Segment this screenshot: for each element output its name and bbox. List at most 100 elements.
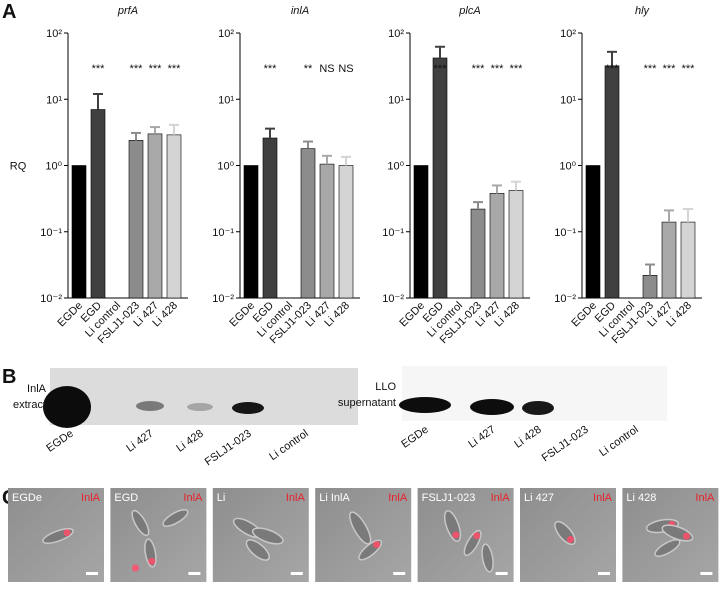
stain-label: InlA bbox=[491, 492, 511, 504]
micrograph: Li InlA InlA bbox=[315, 488, 412, 582]
micrograph: Li 428 InlA bbox=[622, 488, 719, 582]
inla-signal bbox=[373, 541, 381, 549]
bar bbox=[642, 275, 658, 299]
blot-band bbox=[232, 402, 264, 414]
lane-label: FSLJ1-023 bbox=[540, 424, 591, 465]
lane-label: Li 428 bbox=[512, 424, 543, 451]
stain-label: InlA bbox=[593, 492, 613, 504]
scale-bar bbox=[188, 572, 201, 575]
lane-label: Li 427 bbox=[124, 428, 155, 455]
inla-signal bbox=[566, 535, 574, 543]
micrograph: FSLJ1-023 InlA bbox=[417, 488, 514, 582]
scale-bar bbox=[700, 572, 713, 575]
inla-signal bbox=[682, 532, 690, 540]
micrograph-label: EGD bbox=[114, 492, 138, 504]
micrograph-label: Li 427 bbox=[524, 492, 554, 504]
lane-label: EGDe bbox=[44, 428, 75, 455]
y-tick-label: 10⁰ bbox=[217, 161, 234, 173]
blot-background bbox=[50, 368, 358, 425]
inla-signal bbox=[131, 564, 139, 572]
lane-label: EGDe bbox=[399, 424, 430, 451]
scale-bar bbox=[598, 572, 610, 575]
significance-label: *** bbox=[663, 63, 677, 75]
significance-label: NS bbox=[319, 63, 334, 75]
y-tick-label: 10⁰ bbox=[387, 161, 404, 173]
panel-label: B bbox=[2, 366, 16, 388]
lane-label: Li control bbox=[267, 428, 310, 463]
bar bbox=[300, 148, 316, 299]
bar bbox=[604, 65, 620, 299]
y-tick-label: 10² bbox=[46, 28, 62, 40]
micrograph-label: FSLJ1-023 bbox=[422, 492, 476, 504]
significance-label: *** bbox=[149, 63, 163, 75]
blot-band bbox=[43, 386, 91, 428]
cell bbox=[245, 539, 270, 561]
y-tick-label: 10² bbox=[218, 28, 234, 40]
bar bbox=[508, 190, 524, 299]
cell bbox=[131, 509, 150, 537]
micrograph-image bbox=[110, 488, 207, 582]
scale-bar bbox=[86, 572, 98, 575]
y-tick-label: 10⁻² bbox=[212, 293, 234, 305]
micrograph-label: EGDe bbox=[12, 492, 42, 504]
blot-label: extract bbox=[13, 399, 46, 411]
bar bbox=[661, 221, 677, 299]
y-tick-label: 10⁻¹ bbox=[212, 227, 234, 239]
y-tick-label: 10⁰ bbox=[559, 161, 576, 173]
blot-band bbox=[399, 397, 451, 413]
bar bbox=[71, 165, 87, 299]
y-tick-label: 10⁻¹ bbox=[40, 227, 62, 239]
chart-title: plcA bbox=[458, 5, 480, 17]
y-tick-label: 10² bbox=[388, 28, 404, 40]
lane-label: FSLJ1-023 bbox=[203, 428, 254, 469]
micrograph: Li 427 InlA bbox=[520, 488, 616, 582]
significance-label: *** bbox=[264, 63, 278, 75]
cell bbox=[481, 543, 494, 573]
y-tick-label: 10⁰ bbox=[45, 161, 62, 173]
inla-signal bbox=[63, 529, 71, 537]
blot-band bbox=[187, 403, 213, 411]
bar bbox=[470, 208, 486, 299]
bar bbox=[262, 137, 278, 299]
micrograph: Li InlA bbox=[212, 488, 309, 582]
inla-signal bbox=[452, 531, 460, 539]
micrograph-label: Li bbox=[217, 492, 226, 504]
lane-label: Li control bbox=[597, 424, 640, 459]
micrograph-label: Li InlA bbox=[319, 492, 350, 504]
bar bbox=[243, 165, 259, 299]
bar bbox=[338, 165, 354, 299]
bar bbox=[432, 57, 448, 299]
bar bbox=[128, 140, 144, 299]
significance-label: *** bbox=[682, 63, 696, 75]
scale-bar bbox=[495, 572, 508, 575]
blot-band bbox=[136, 401, 164, 411]
y-tick-label: 10⁻² bbox=[382, 293, 404, 305]
y-tick-label: 10⁻² bbox=[40, 293, 62, 305]
significance-label: *** bbox=[606, 63, 620, 75]
blot-band bbox=[470, 399, 514, 415]
blot-band bbox=[522, 401, 554, 415]
stain-label: InlA bbox=[388, 492, 408, 504]
bar bbox=[680, 221, 696, 299]
cell bbox=[654, 539, 681, 557]
chart-title: hly bbox=[635, 5, 651, 17]
bar bbox=[90, 109, 106, 299]
bar bbox=[319, 163, 335, 299]
blot-label: LLO bbox=[375, 381, 396, 393]
panel-label: A bbox=[2, 1, 16, 23]
significance-label: *** bbox=[434, 63, 448, 75]
significance-label: *** bbox=[491, 63, 505, 75]
y-tick-label: 10¹ bbox=[218, 94, 234, 106]
inla-signal bbox=[473, 532, 481, 540]
inla-signal bbox=[148, 557, 156, 565]
significance-label: ** bbox=[304, 63, 313, 75]
scale-bar bbox=[290, 572, 303, 575]
lane-label: Li 427 bbox=[466, 424, 497, 451]
significance-label: *** bbox=[472, 63, 486, 75]
significance-label: *** bbox=[92, 63, 106, 75]
stain-label: InlA bbox=[183, 492, 203, 504]
bar bbox=[413, 165, 429, 299]
micrograph-label: Li 428 bbox=[626, 492, 656, 504]
chart-title: prfA bbox=[117, 5, 138, 17]
